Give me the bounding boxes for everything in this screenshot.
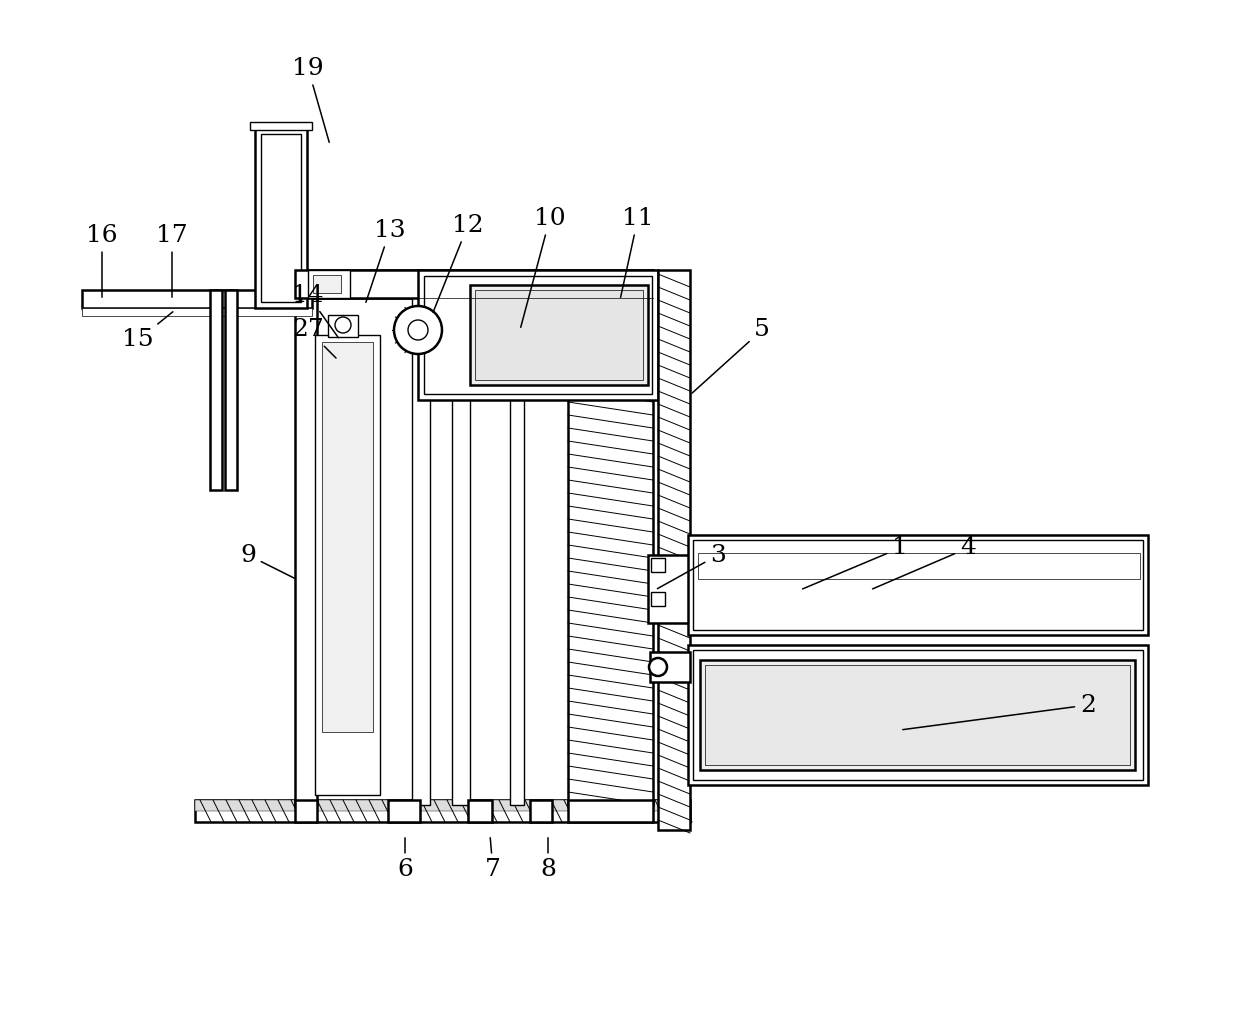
- Bar: [424, 276, 652, 394]
- Bar: [693, 540, 1143, 630]
- Text: 3: 3: [657, 543, 725, 589]
- Bar: [195, 800, 689, 811]
- Bar: [210, 290, 222, 490]
- Bar: [329, 315, 358, 337]
- Bar: [568, 800, 653, 822]
- Bar: [260, 134, 301, 302]
- Bar: [255, 128, 308, 308]
- Bar: [224, 290, 237, 490]
- Bar: [82, 308, 312, 316]
- Bar: [529, 800, 552, 822]
- Bar: [195, 800, 689, 822]
- Bar: [312, 275, 341, 293]
- Bar: [706, 665, 1130, 765]
- Bar: [250, 122, 312, 130]
- Text: 27: 27: [293, 319, 336, 358]
- Bar: [510, 295, 525, 805]
- Bar: [701, 555, 1138, 577]
- Circle shape: [394, 306, 441, 354]
- Bar: [322, 342, 373, 732]
- Text: 7: 7: [485, 837, 501, 881]
- Bar: [650, 652, 689, 682]
- Circle shape: [649, 658, 667, 676]
- Text: 8: 8: [541, 837, 556, 881]
- Text: 2: 2: [903, 693, 1096, 730]
- Bar: [568, 295, 653, 805]
- Text: 10: 10: [521, 206, 565, 327]
- Bar: [315, 335, 379, 795]
- Bar: [688, 645, 1148, 785]
- Bar: [295, 270, 653, 298]
- Bar: [453, 295, 470, 805]
- Text: 11: 11: [620, 206, 653, 297]
- Bar: [412, 295, 430, 805]
- Bar: [649, 555, 689, 623]
- Bar: [698, 553, 1140, 579]
- Text: 16: 16: [87, 223, 118, 297]
- Bar: [651, 592, 665, 606]
- Text: 14: 14: [293, 283, 339, 338]
- Bar: [388, 800, 420, 822]
- Bar: [651, 558, 665, 572]
- Text: 15: 15: [123, 312, 172, 351]
- Text: 12: 12: [433, 213, 484, 313]
- Bar: [470, 285, 649, 385]
- Bar: [418, 270, 658, 400]
- Bar: [82, 290, 312, 308]
- Bar: [658, 270, 689, 830]
- Bar: [308, 270, 350, 298]
- Circle shape: [408, 320, 428, 340]
- Text: 4: 4: [873, 537, 976, 589]
- Bar: [475, 290, 644, 380]
- Bar: [295, 295, 317, 805]
- Text: 6: 6: [397, 837, 413, 881]
- Text: 17: 17: [156, 223, 187, 297]
- Bar: [701, 660, 1135, 770]
- Bar: [688, 535, 1148, 635]
- Bar: [295, 800, 317, 822]
- Circle shape: [335, 317, 351, 333]
- Bar: [295, 270, 653, 298]
- Text: 5: 5: [692, 319, 770, 393]
- Text: 13: 13: [366, 218, 405, 302]
- Text: 19: 19: [293, 57, 330, 142]
- Text: 9: 9: [241, 543, 295, 579]
- Bar: [467, 800, 492, 822]
- Bar: [693, 650, 1143, 780]
- Text: 1: 1: [802, 537, 908, 589]
